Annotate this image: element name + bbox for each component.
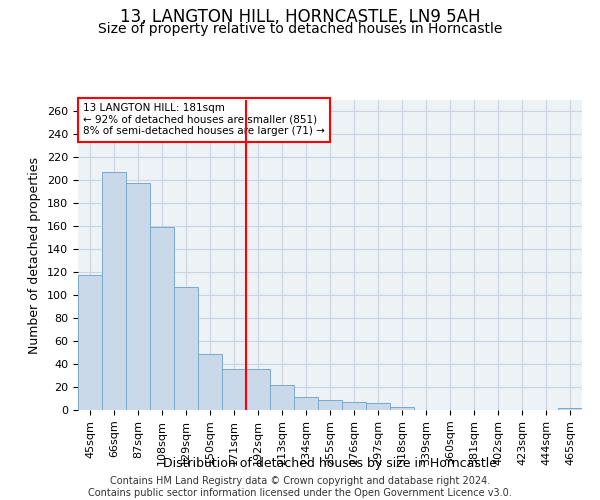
Bar — [126, 182, 150, 410]
Bar — [198, 354, 222, 410]
Bar — [294, 398, 318, 410]
Y-axis label: Number of detached properties: Number of detached properties — [28, 156, 41, 354]
Text: 13, LANGTON HILL, HORNCASTLE, LN9 5AH: 13, LANGTON HILL, HORNCASTLE, LN9 5AH — [120, 8, 480, 26]
Bar — [174, 287, 198, 410]
Bar — [318, 400, 342, 410]
Bar — [78, 274, 102, 410]
Text: Distribution of detached houses by size in Horncastle: Distribution of detached houses by size … — [163, 458, 497, 470]
Bar — [222, 368, 246, 410]
Text: 13 LANGTON HILL: 181sqm
← 92% of detached houses are smaller (851)
8% of semi-de: 13 LANGTON HILL: 181sqm ← 92% of detache… — [83, 103, 325, 136]
Bar — [150, 228, 174, 410]
Bar — [270, 384, 294, 410]
Text: Contains HM Land Registry data © Crown copyright and database right 2024.
Contai: Contains HM Land Registry data © Crown c… — [88, 476, 512, 498]
Bar — [366, 403, 390, 410]
Text: Size of property relative to detached houses in Horncastle: Size of property relative to detached ho… — [98, 22, 502, 36]
Bar — [390, 406, 414, 410]
Bar — [342, 402, 366, 410]
Bar — [102, 172, 126, 410]
Bar — [558, 408, 582, 410]
Bar — [246, 368, 270, 410]
